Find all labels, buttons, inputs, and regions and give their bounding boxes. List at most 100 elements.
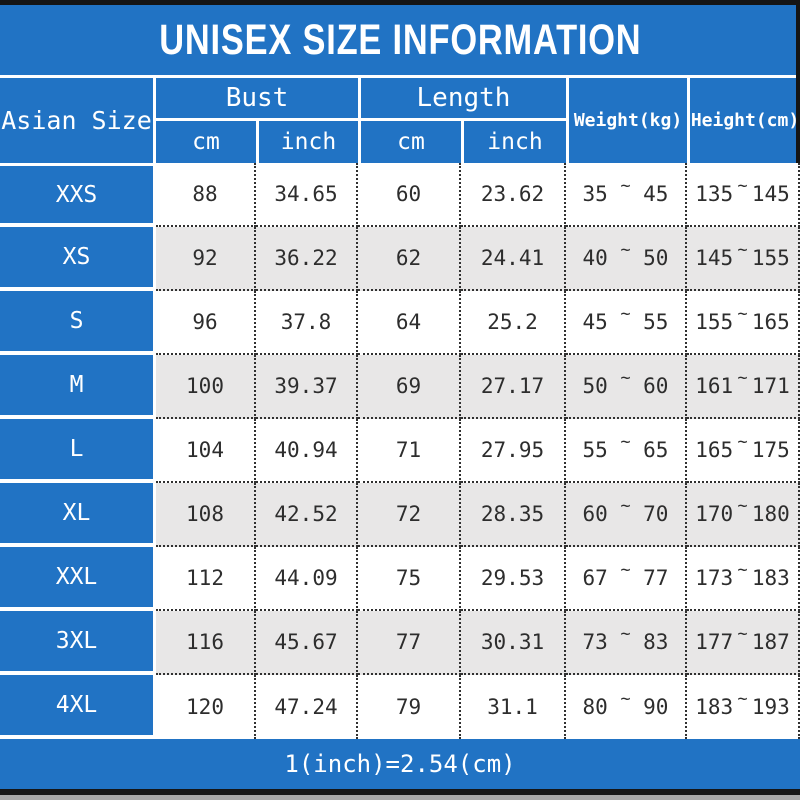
- weight-range: 55 ~ 65: [566, 419, 687, 483]
- weight-min: 80: [582, 695, 608, 719]
- bust-inch-value: 40.94: [256, 419, 358, 483]
- height-max: 180: [751, 502, 790, 526]
- length-inch-value: 28.35: [461, 483, 566, 547]
- length-cm-value: 62: [358, 227, 461, 291]
- length-inch-value: 25.2: [461, 291, 566, 355]
- length-inch-value: 27.17: [461, 355, 566, 419]
- weight-max: 50: [643, 246, 669, 270]
- weight-range: 73 ~ 83: [566, 611, 687, 675]
- height-range: 135 ~ 145: [687, 163, 800, 227]
- weight-min: 73: [582, 630, 608, 654]
- tilde-separator: ~: [620, 240, 631, 260]
- bust-inch-value: 42.52: [256, 483, 358, 547]
- weight-range: 80 ~ 90: [566, 675, 687, 739]
- height-min: 135: [695, 182, 734, 206]
- size-label: 4XL: [0, 675, 156, 739]
- height-min: 155: [695, 310, 734, 334]
- bust-cm-value: 92: [156, 227, 256, 291]
- col-header-length: Length: [358, 78, 566, 121]
- length-cm-value: 79: [358, 675, 461, 739]
- size-label: XXS: [0, 163, 156, 227]
- table-header: Asian Size Bust Length Weight(kg) Height…: [0, 78, 800, 163]
- top-border-bar: [0, 0, 800, 5]
- tilde-separator: ~: [737, 624, 748, 644]
- tilde-separator: ~: [737, 689, 748, 709]
- height-min: 170: [695, 502, 734, 526]
- length-cm-value: 69: [358, 355, 461, 419]
- height-max: 145: [751, 182, 790, 206]
- bust-cm-value: 100: [156, 355, 256, 419]
- conversion-note: 1(inch)=2.54(cm): [284, 750, 516, 778]
- tilde-separator: ~: [737, 432, 748, 452]
- height-range: 177 ~ 187: [687, 611, 800, 675]
- tilde-separator: ~: [620, 368, 631, 388]
- length-inch-value: 30.31: [461, 611, 566, 675]
- size-label: 3XL: [0, 611, 156, 675]
- length-inch-value: 23.62: [461, 163, 566, 227]
- weight-range: 67 ~ 77: [566, 547, 687, 611]
- table-row: L 104 40.94 71 27.95 55 ~ 65 165 ~ 175: [0, 419, 800, 483]
- weight-max: 90: [643, 695, 669, 719]
- bust-cm-value: 116: [156, 611, 256, 675]
- tilde-separator: ~: [620, 560, 631, 580]
- height-range: 173 ~ 183: [687, 547, 800, 611]
- col-header-weight: Weight(kg): [566, 78, 687, 163]
- tilde-separator: ~: [737, 368, 748, 388]
- weight-min: 35: [582, 182, 608, 206]
- height-range: 145 ~ 155: [687, 227, 800, 291]
- subheader-bust-inch: inch: [256, 121, 358, 163]
- bust-inch-value: 44.09: [256, 547, 358, 611]
- height-min: 183: [695, 695, 734, 719]
- weight-min: 60: [582, 502, 608, 526]
- bust-cm-value: 88: [156, 163, 256, 227]
- height-min: 145: [695, 246, 734, 270]
- weight-range: 60 ~ 70: [566, 483, 687, 547]
- height-range: 161 ~ 171: [687, 355, 800, 419]
- tilde-separator: ~: [620, 432, 631, 452]
- bust-cm-value: 104: [156, 419, 256, 483]
- length-inch-value: 24.41: [461, 227, 566, 291]
- height-range: 183 ~ 193: [687, 675, 800, 739]
- weight-max: 70: [643, 502, 669, 526]
- size-label: XL: [0, 483, 156, 547]
- table-row: S 96 37.8 64 25.2 45 ~ 55 155 ~ 165: [0, 291, 800, 355]
- bust-cm-value: 96: [156, 291, 256, 355]
- weight-max: 77: [643, 566, 669, 590]
- tilde-separator: ~: [737, 176, 748, 196]
- weight-min: 50: [582, 374, 608, 398]
- height-max: 171: [751, 374, 790, 398]
- table-row: XXS 88 34.65 60 23.62 35 ~ 45 135 ~ 145: [0, 163, 800, 227]
- weight-min: 55: [582, 438, 608, 462]
- footer-band: 1(inch)=2.54(cm): [0, 739, 800, 789]
- table-body: XXS 88 34.65 60 23.62 35 ~ 45 135 ~ 145 …: [0, 163, 800, 739]
- weight-range: 40 ~ 50: [566, 227, 687, 291]
- bust-inch-value: 36.22: [256, 227, 358, 291]
- table-row: XL 108 42.52 72 28.35 60 ~ 70 170 ~ 180: [0, 483, 800, 547]
- weight-range: 45 ~ 55: [566, 291, 687, 355]
- bust-inch-value: 34.65: [256, 163, 358, 227]
- height-range: 155 ~ 165: [687, 291, 800, 355]
- weight-max: 65: [643, 438, 669, 462]
- bust-cm-value: 112: [156, 547, 256, 611]
- weight-max: 45: [643, 182, 669, 206]
- height-min: 161: [695, 374, 734, 398]
- table-row: 4XL 120 47.24 79 31.1 80 ~ 90 183 ~ 193: [0, 675, 800, 739]
- size-label: L: [0, 419, 156, 483]
- weight-max: 60: [643, 374, 669, 398]
- bust-inch-value: 37.8: [256, 291, 358, 355]
- weight-min: 67: [582, 566, 608, 590]
- table-row: 3XL 116 45.67 77 30.31 73 ~ 83 177 ~ 187: [0, 611, 800, 675]
- length-inch-value: 31.1: [461, 675, 566, 739]
- tilde-separator: ~: [620, 176, 631, 196]
- height-range: 165 ~ 175: [687, 419, 800, 483]
- height-max: 165: [751, 310, 790, 334]
- size-label: M: [0, 355, 156, 419]
- length-inch-value: 27.95: [461, 419, 566, 483]
- tilde-separator: ~: [620, 689, 631, 709]
- bust-cm-value: 120: [156, 675, 256, 739]
- bust-cm-value: 108: [156, 483, 256, 547]
- subheader-bust-cm: cm: [192, 129, 220, 155]
- tilde-separator: ~: [620, 304, 631, 324]
- weight-min: 45: [582, 310, 608, 334]
